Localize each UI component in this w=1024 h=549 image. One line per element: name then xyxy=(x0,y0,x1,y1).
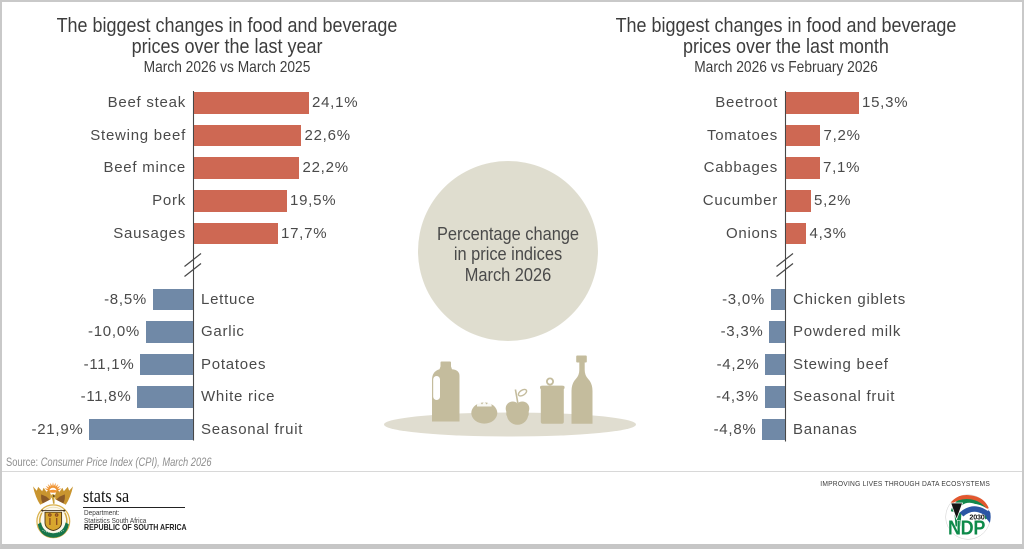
svg-text:2030: 2030 xyxy=(969,512,984,521)
svg-text:NDP: NDP xyxy=(948,518,985,540)
